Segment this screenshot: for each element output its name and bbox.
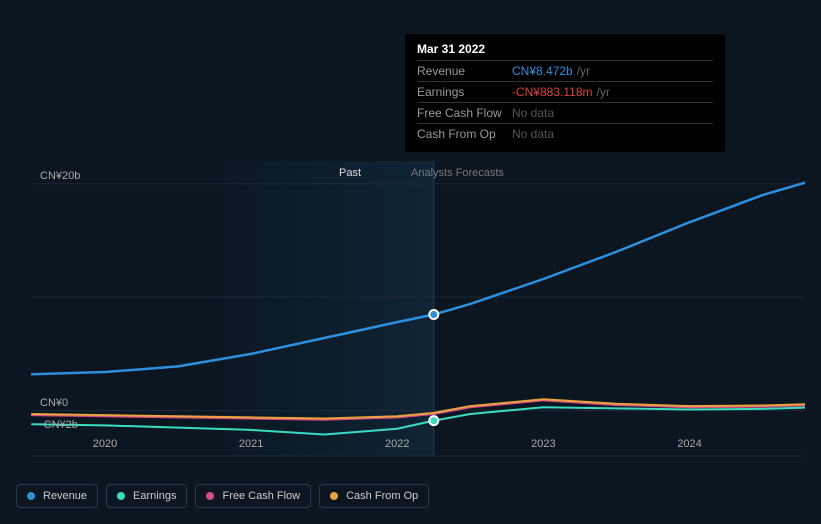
past-period-label: Past: [339, 167, 361, 179]
x-axis-label: 2021: [221, 438, 281, 450]
legend-item[interactable]: Earnings: [106, 484, 187, 508]
chart-tooltip: Mar 31 2022 RevenueCN¥8.472b/yrEarnings-…: [405, 34, 725, 152]
legend-swatch-icon: [206, 492, 214, 500]
legend-item[interactable]: Revenue: [16, 484, 98, 508]
tooltip-row: Free Cash FlowNo data: [417, 102, 713, 123]
y-axis-label: CN¥0: [40, 397, 68, 409]
forecast-period-label: Analysts Forecasts: [411, 167, 504, 179]
legend-label: Free Cash Flow: [222, 490, 300, 502]
tooltip-row: RevenueCN¥8.472b/yr: [417, 60, 713, 81]
tooltip-row-value: CN¥8.472b: [512, 64, 573, 78]
x-axis-label: 2024: [660, 438, 720, 450]
y-axis-label: -CN¥2b: [40, 419, 78, 431]
legend-item[interactable]: Cash From Op: [319, 484, 429, 508]
tooltip-date: Mar 31 2022: [417, 42, 713, 60]
tooltip-row: Earnings-CN¥883.118m/yr: [417, 81, 713, 102]
tooltip-row-unit: /yr: [577, 64, 590, 78]
tooltip-row-unit: /yr: [596, 85, 609, 99]
tooltip-row: Cash From OpNo data: [417, 123, 713, 144]
tooltip-row-label: Earnings: [417, 85, 512, 99]
past-period-shade: [215, 161, 434, 456]
legend-item[interactable]: Free Cash Flow: [195, 484, 311, 508]
legend-label: Earnings: [133, 490, 176, 502]
x-axis-label: 2023: [513, 438, 573, 450]
x-axis-label: 2020: [75, 438, 135, 450]
tooltip-row-value: No data: [512, 106, 554, 120]
tooltip-row-value: No data: [512, 127, 554, 141]
chart-legend: Revenue Earnings Free Cash Flow Cash From O…: [16, 484, 429, 508]
legend-label: Cash From Op: [346, 490, 418, 502]
financial-chart: Past Analysts Forecasts Mar 31 2022 Reve…: [16, 16, 805, 508]
legend-swatch-icon: [27, 492, 35, 500]
tooltip-row-label: Free Cash Flow: [417, 106, 512, 120]
tooltip-rows: RevenueCN¥8.472b/yrEarnings-CN¥883.118m/…: [417, 60, 713, 144]
tooltip-row-label: Cash From Op: [417, 127, 512, 141]
legend-label: Revenue: [43, 490, 87, 502]
y-axis-label: CN¥20b: [40, 170, 80, 182]
tooltip-row-value: -CN¥883.118m: [512, 85, 592, 99]
x-axis-label: 2022: [367, 438, 427, 450]
tooltip-row-label: Revenue: [417, 64, 512, 78]
legend-swatch-icon: [330, 492, 338, 500]
legend-swatch-icon: [117, 492, 125, 500]
